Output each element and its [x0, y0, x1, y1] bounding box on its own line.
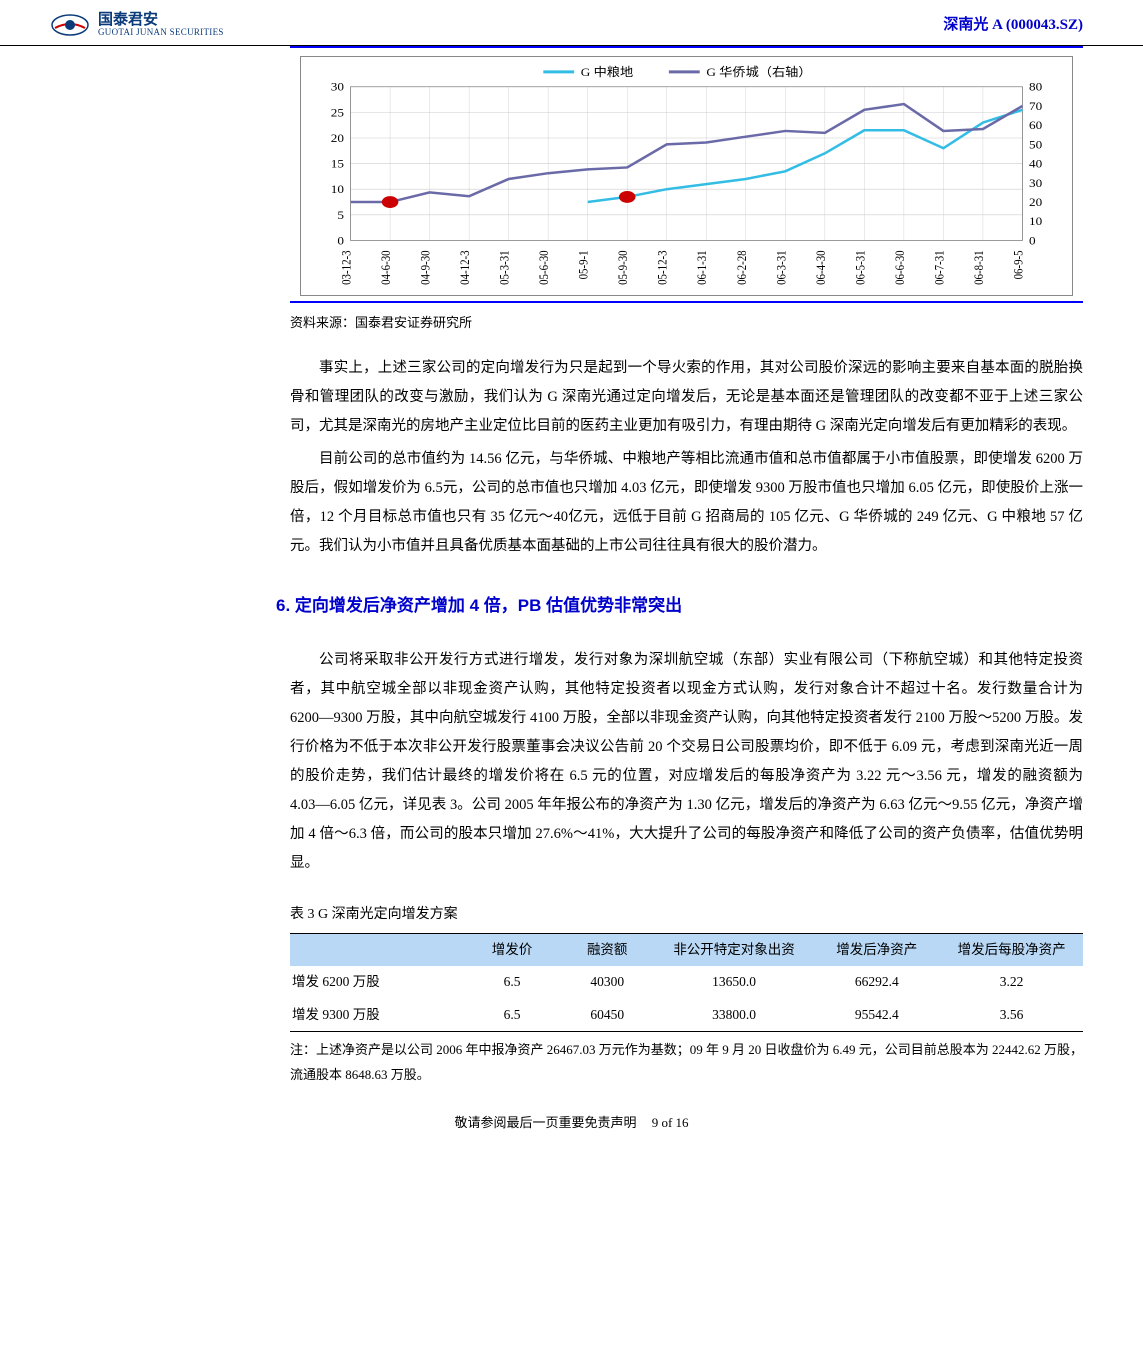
body-paragraph-3: 公司将采取非公开发行方式进行增发，发行对象为深圳航空城（东部）实业有限公司（下称…	[290, 646, 1083, 878]
svg-text:20: 20	[1029, 196, 1042, 209]
chart-container: 0 5 10 15 20 25 30 0 10 20 30 40 50 60 70 80 03-12-3 04-6…	[290, 46, 1083, 303]
table-row: 增发 9300 万股6.56045033800.095542.43.56	[290, 999, 1083, 1032]
table-cell: 66292.4	[813, 966, 940, 998]
svg-text:10: 10	[1029, 215, 1042, 228]
table-col-header	[290, 934, 464, 967]
footer-disclaimer: 敬请参阅最后一页重要免责声明	[454, 1115, 636, 1130]
company-logo-icon	[50, 10, 90, 40]
table-cell: 3.22	[940, 966, 1083, 998]
stock-code-label: 深南光 A (000043.SZ)	[943, 12, 1083, 39]
logo-area: 国泰君安 GUOTAI JUNAN SECURITIES	[50, 10, 224, 40]
table-cell: 增发 9300 万股	[290, 999, 464, 1032]
svg-text:05-12-3: 05-12-3	[657, 250, 670, 285]
svg-text:G 华侨城（右轴）: G 华侨城（右轴）	[706, 65, 811, 78]
table-cell: 60450	[560, 999, 655, 1032]
table-cell: 13650.0	[655, 966, 814, 998]
svg-text:25: 25	[331, 106, 344, 119]
svg-text:06-7-31: 06-7-31	[934, 250, 947, 285]
issuance-table: 增发价融资额非公开特定对象出资增发后净资产增发后每股净资产 增发 6200 万股…	[290, 933, 1083, 1032]
svg-text:06-8-31: 06-8-31	[973, 250, 986, 285]
svg-text:05-3-31: 05-3-31	[499, 250, 512, 285]
svg-text:04-12-3: 04-12-3	[460, 250, 473, 285]
svg-text:06-4-30: 06-4-30	[815, 250, 828, 285]
svg-text:03-12-3: 03-12-3	[341, 250, 354, 285]
svg-text:60: 60	[1029, 119, 1042, 132]
table-col-header: 融资额	[560, 934, 655, 967]
svg-text:06-9-5: 06-9-5	[1013, 250, 1026, 279]
svg-text:06-2-28: 06-2-28	[736, 250, 749, 285]
table-col-header: 增发价	[464, 934, 559, 967]
table-col-header: 增发后净资产	[813, 934, 940, 967]
table-body: 增发 6200 万股6.54030013650.066292.43.22增发 9…	[290, 966, 1083, 1031]
svg-text:06-3-31: 06-3-31	[776, 250, 789, 285]
svg-text:20: 20	[331, 132, 344, 145]
body-paragraph-2: 目前公司的总市值约为 14.56 亿元，与华侨城、中粮地产等相比流通市值和总市值…	[290, 445, 1083, 561]
svg-text:04-9-30: 04-9-30	[420, 250, 433, 285]
svg-text:05-9-30: 05-9-30	[618, 250, 631, 285]
svg-text:06-5-31: 06-5-31	[855, 250, 868, 285]
svg-text:5: 5	[337, 208, 344, 221]
section-heading: 6. 定向增发后净资产增加 4 倍，PB 估值优势非常突出	[276, 591, 1083, 622]
table-cell: 6.5	[464, 999, 559, 1032]
svg-text:10: 10	[331, 183, 344, 196]
svg-text:70: 70	[1029, 100, 1042, 113]
svg-text:06-1-31: 06-1-31	[697, 250, 710, 285]
table-footnote: 注：上述净资产是以公司 2006 年中报净资产 26467.03 万元作为基数；…	[290, 1038, 1083, 1087]
svg-text:50: 50	[1029, 138, 1042, 151]
svg-text:80: 80	[1029, 80, 1042, 93]
table-cell: 6.5	[464, 966, 559, 998]
line-chart: 0 5 10 15 20 25 30 0 10 20 30 40 50 60 70 80 03-12-3 04-6…	[300, 56, 1073, 296]
logo-chinese: 国泰君安	[98, 12, 224, 29]
table-cell: 95542.4	[813, 999, 940, 1032]
chart-source: 资料来源：国泰君安证券研究所	[290, 311, 1083, 334]
svg-text:G 中粮地: G 中粮地	[581, 65, 634, 78]
logo-english: GUOTAI JUNAN SECURITIES	[98, 28, 224, 38]
table-col-header: 非公开特定对象出资	[655, 934, 814, 967]
table-col-header: 增发后每股净资产	[940, 934, 1083, 967]
table-header-row: 增发价融资额非公开特定对象出资增发后净资产增发后每股净资产	[290, 934, 1083, 967]
svg-text:40: 40	[1029, 157, 1042, 170]
table-row: 增发 6200 万股6.54030013650.066292.43.22	[290, 966, 1083, 998]
page-footer: 敬请参阅最后一页重要免责声明 9 of 16	[60, 1087, 1083, 1148]
table-cell: 33800.0	[655, 999, 814, 1032]
svg-text:05-6-30: 05-6-30	[539, 250, 552, 285]
table-cell: 增发 6200 万股	[290, 966, 464, 998]
svg-text:04-6-30: 04-6-30	[381, 250, 394, 285]
svg-text:30: 30	[1029, 176, 1042, 189]
svg-text:0: 0	[1029, 234, 1036, 247]
table-cell: 40300	[560, 966, 655, 998]
svg-text:0: 0	[337, 234, 344, 247]
footer-page-number: 9 of 16	[652, 1115, 689, 1130]
table-cell: 3.56	[940, 999, 1083, 1032]
svg-text:06-6-30: 06-6-30	[894, 250, 907, 285]
page-header: 国泰君安 GUOTAI JUNAN SECURITIES 深南光 A (0000…	[0, 0, 1143, 46]
svg-text:30: 30	[331, 80, 344, 93]
svg-text:15: 15	[331, 157, 344, 170]
svg-text:05-9-1: 05-9-1	[578, 250, 591, 279]
body-paragraph-1: 事实上，上述三家公司的定向增发行为只是起到一个导火索的作用，其对公司股价深远的影…	[290, 354, 1083, 441]
table-caption: 表 3 G 深南光定向增发方案	[290, 902, 1083, 927]
